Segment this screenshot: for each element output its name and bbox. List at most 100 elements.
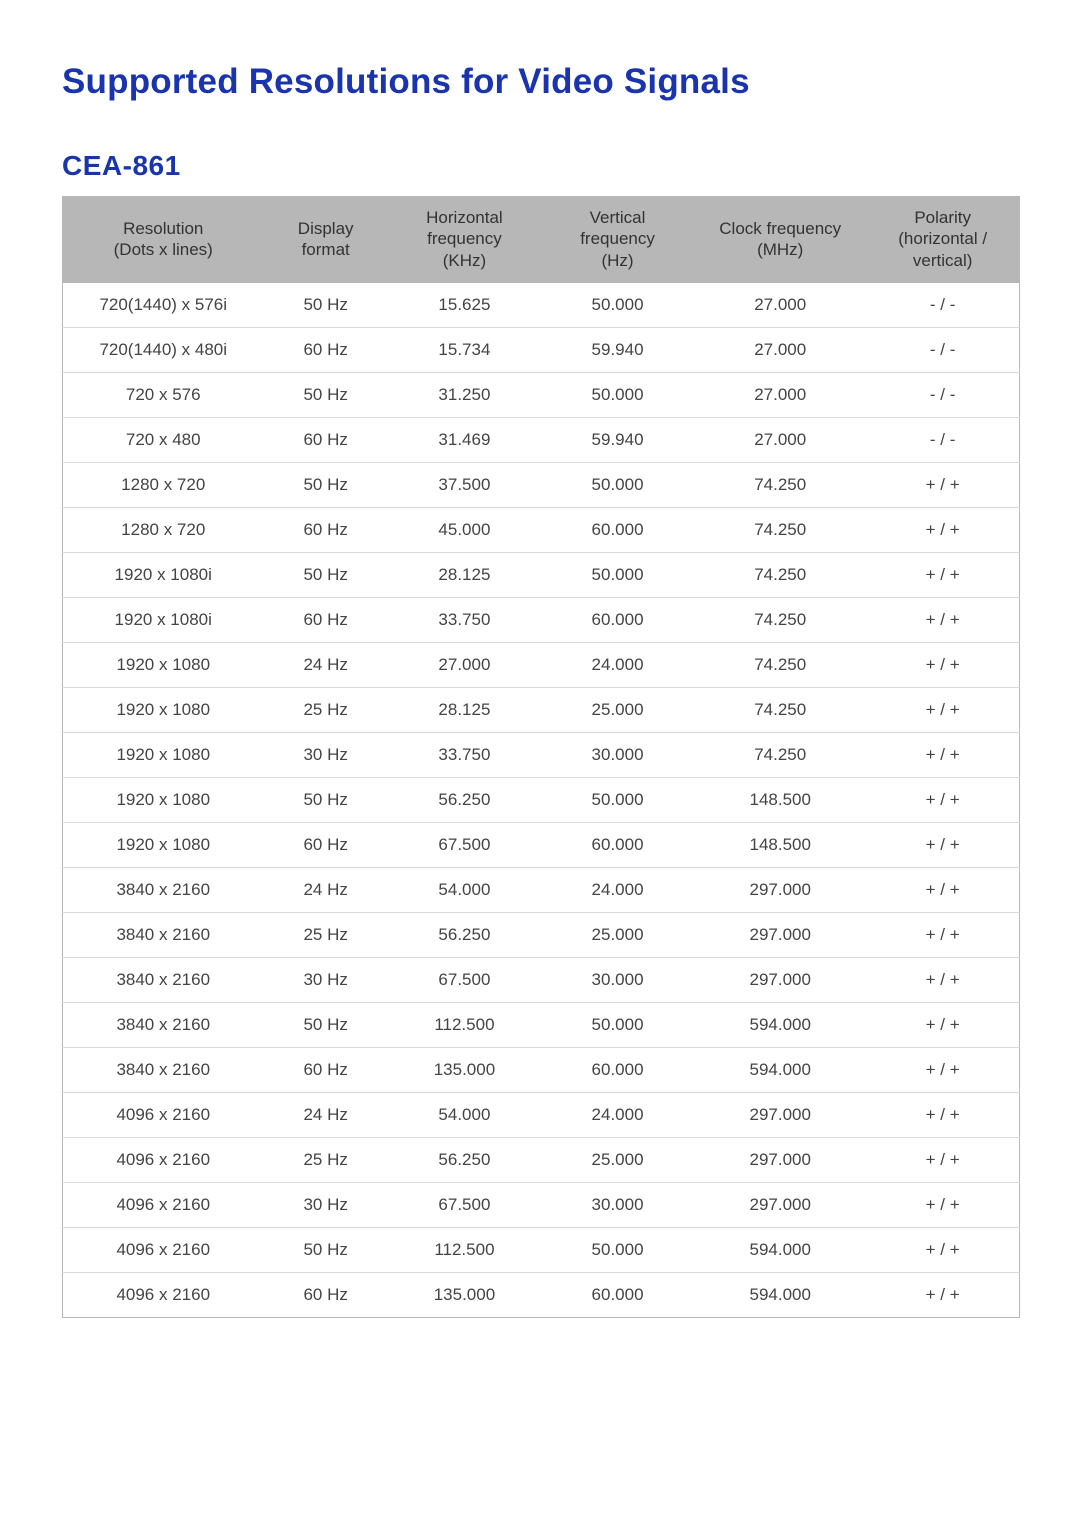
table-cell: + / + bbox=[866, 912, 1019, 957]
table-cell: 297.000 bbox=[694, 912, 866, 957]
table-row: 4096 x 216024 Hz54.00024.000297.000+ / + bbox=[63, 1092, 1020, 1137]
col-header-line: vertical) bbox=[872, 250, 1013, 271]
table-cell: 25 Hz bbox=[263, 687, 387, 732]
table-cell: 60 Hz bbox=[263, 417, 387, 462]
col-header-polarity: Polarity (horizontal / vertical) bbox=[866, 197, 1019, 283]
table-cell: 50.000 bbox=[541, 552, 694, 597]
table-cell: 25 Hz bbox=[263, 912, 387, 957]
table-cell: 60.000 bbox=[541, 597, 694, 642]
table-cell: 54.000 bbox=[388, 1092, 541, 1137]
col-header-horizontal-freq: Horizontal frequency (KHz) bbox=[388, 197, 541, 283]
table-cell: 60 Hz bbox=[263, 597, 387, 642]
table-cell: 112.500 bbox=[388, 1002, 541, 1047]
table-cell: + / + bbox=[866, 687, 1019, 732]
table-cell: 30.000 bbox=[541, 732, 694, 777]
table-cell: 24 Hz bbox=[263, 1092, 387, 1137]
table-cell: 30 Hz bbox=[263, 957, 387, 1002]
table-cell: 56.250 bbox=[388, 912, 541, 957]
table-cell: 59.940 bbox=[541, 327, 694, 372]
table-cell: 24 Hz bbox=[263, 642, 387, 687]
table-cell: + / + bbox=[866, 552, 1019, 597]
table-cell: 28.125 bbox=[388, 552, 541, 597]
table-head: Resolution (Dots x lines) Display format… bbox=[63, 197, 1020, 283]
table-cell: 1920 x 1080i bbox=[63, 597, 264, 642]
col-header-line: Resolution bbox=[123, 219, 203, 238]
table-cell: 54.000 bbox=[388, 867, 541, 912]
table-cell: 15.625 bbox=[388, 283, 541, 328]
table-cell: 60 Hz bbox=[263, 327, 387, 372]
table-cell: + / + bbox=[866, 1047, 1019, 1092]
table-cell: 60 Hz bbox=[263, 1047, 387, 1092]
table-cell: 50 Hz bbox=[263, 462, 387, 507]
table-cell: 50.000 bbox=[541, 372, 694, 417]
col-header-line: (KHz) bbox=[394, 250, 535, 271]
table-cell: 67.500 bbox=[388, 1182, 541, 1227]
table-cell: 50.000 bbox=[541, 777, 694, 822]
table-cell: 112.500 bbox=[388, 1227, 541, 1272]
table-cell: 594.000 bbox=[694, 1272, 866, 1317]
table-cell: 74.250 bbox=[694, 507, 866, 552]
table-cell: 60.000 bbox=[541, 507, 694, 552]
table-cell: 720(1440) x 576i bbox=[63, 283, 264, 328]
table-cell: + / + bbox=[866, 507, 1019, 552]
table-cell: + / + bbox=[866, 1272, 1019, 1317]
table-cell: + / + bbox=[866, 1182, 1019, 1227]
table-cell: 25.000 bbox=[541, 687, 694, 732]
table-cell: + / + bbox=[866, 822, 1019, 867]
table-cell: 74.250 bbox=[694, 687, 866, 732]
table-cell: 50.000 bbox=[541, 283, 694, 328]
table-row: 720 x 48060 Hz31.46959.94027.000- / - bbox=[63, 417, 1020, 462]
table-cell: 594.000 bbox=[694, 1227, 866, 1272]
table-cell: 33.750 bbox=[388, 597, 541, 642]
table-cell: 50.000 bbox=[541, 462, 694, 507]
table-cell: 50.000 bbox=[541, 1002, 694, 1047]
table-cell: 27.000 bbox=[694, 372, 866, 417]
col-header-line: (Hz) bbox=[547, 250, 688, 271]
col-header-line: Polarity bbox=[914, 208, 971, 227]
col-header-display-format: Display format bbox=[263, 197, 387, 283]
table-cell: 297.000 bbox=[694, 1182, 866, 1227]
table-cell: 1280 x 720 bbox=[63, 507, 264, 552]
table-cell: 33.750 bbox=[388, 732, 541, 777]
table-cell: 59.940 bbox=[541, 417, 694, 462]
document-page: Supported Resolutions for Video Signals … bbox=[0, 0, 1080, 1527]
table-cell: + / + bbox=[866, 957, 1019, 1002]
table-cell: 3840 x 2160 bbox=[63, 1047, 264, 1092]
table-cell: 37.500 bbox=[388, 462, 541, 507]
table-row: 4096 x 216025 Hz56.25025.000297.000+ / + bbox=[63, 1137, 1020, 1182]
table-cell: 50 Hz bbox=[263, 372, 387, 417]
table-cell: 24.000 bbox=[541, 1092, 694, 1137]
table-cell: 297.000 bbox=[694, 867, 866, 912]
table-cell: 25.000 bbox=[541, 912, 694, 957]
table-row: 720(1440) x 480i60 Hz15.73459.94027.000-… bbox=[63, 327, 1020, 372]
table-cell: 1920 x 1080 bbox=[63, 732, 264, 777]
table-cell: 720 x 480 bbox=[63, 417, 264, 462]
table-cell: 720 x 576 bbox=[63, 372, 264, 417]
table-cell: 27.000 bbox=[388, 642, 541, 687]
table-cell: 74.250 bbox=[694, 597, 866, 642]
table-cell: 30 Hz bbox=[263, 732, 387, 777]
table-cell: 50 Hz bbox=[263, 1002, 387, 1047]
table-cell: + / + bbox=[866, 1227, 1019, 1272]
table-cell: 56.250 bbox=[388, 777, 541, 822]
col-header-line: Display bbox=[298, 219, 354, 238]
table-row: 1280 x 72060 Hz45.00060.00074.250+ / + bbox=[63, 507, 1020, 552]
table-row: 1920 x 1080i60 Hz33.75060.00074.250+ / + bbox=[63, 597, 1020, 642]
table-row: 1920 x 108024 Hz27.00024.00074.250+ / + bbox=[63, 642, 1020, 687]
col-header-vertical-freq: Vertical frequency (Hz) bbox=[541, 197, 694, 283]
table-cell: + / + bbox=[866, 1092, 1019, 1137]
table-row: 1280 x 72050 Hz37.50050.00074.250+ / + bbox=[63, 462, 1020, 507]
table-cell: 50 Hz bbox=[263, 1227, 387, 1272]
table-cell: 148.500 bbox=[694, 822, 866, 867]
table-row: 1920 x 1080i50 Hz28.12550.00074.250+ / + bbox=[63, 552, 1020, 597]
table-cell: 31.469 bbox=[388, 417, 541, 462]
col-header-line: frequency bbox=[394, 228, 535, 249]
section-subtitle: CEA-861 bbox=[62, 150, 1020, 182]
table-cell: 3840 x 2160 bbox=[63, 957, 264, 1002]
table-cell: 297.000 bbox=[694, 1137, 866, 1182]
col-header-clock-freq: Clock frequency (MHz) bbox=[694, 197, 866, 283]
table-cell: 60.000 bbox=[541, 822, 694, 867]
table-cell: 45.000 bbox=[388, 507, 541, 552]
table-cell: + / + bbox=[866, 642, 1019, 687]
table-row: 3840 x 216024 Hz54.00024.000297.000+ / + bbox=[63, 867, 1020, 912]
